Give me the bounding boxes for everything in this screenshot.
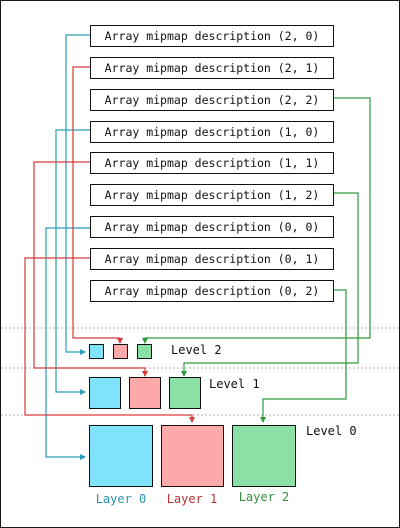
mip-level2-layer1 bbox=[113, 344, 128, 359]
description-box-2-2: Array mipmap description (2, 2) bbox=[90, 89, 334, 111]
description-box-1-1: Array mipmap description (1, 1) bbox=[90, 152, 334, 174]
mip-level0-layer1 bbox=[161, 425, 224, 487]
level-label-0: Level 0 bbox=[306, 424, 357, 438]
mip-level2-layer0 bbox=[89, 344, 104, 359]
connector-2-0 bbox=[66, 35, 90, 352]
description-box-0-2: Array mipmap description (0, 2) bbox=[90, 280, 334, 302]
level-label-1: Level 1 bbox=[209, 377, 260, 391]
layer-label-0: Layer 0 bbox=[81, 492, 161, 506]
mip-level1-layer0 bbox=[89, 377, 121, 409]
description-box-1-2: Array mipmap description (1, 2) bbox=[90, 184, 334, 206]
layer-label-2: Layer 2 bbox=[224, 490, 304, 504]
description-box-2-1: Array mipmap description (2, 1) bbox=[90, 57, 334, 79]
mip-level1-layer2 bbox=[169, 377, 201, 409]
connector-0-2 bbox=[263, 290, 346, 422]
mip-level0-layer0 bbox=[89, 425, 153, 487]
mip-level0-layer2 bbox=[232, 425, 296, 487]
mip-level2-layer2 bbox=[137, 344, 152, 359]
description-box-2-0: Array mipmap description (2, 0) bbox=[90, 25, 334, 47]
description-box-0-1: Array mipmap description (0, 1) bbox=[90, 248, 334, 270]
connector-0-0 bbox=[46, 228, 90, 457]
description-box-1-0: Array mipmap description (1, 0) bbox=[90, 121, 334, 143]
level-label-2: Level 2 bbox=[171, 343, 222, 357]
description-box-0-0: Array mipmap description (0, 0) bbox=[90, 216, 334, 238]
mip-level1-layer1 bbox=[129, 377, 161, 409]
layer-label-1: Layer 1 bbox=[152, 492, 232, 506]
